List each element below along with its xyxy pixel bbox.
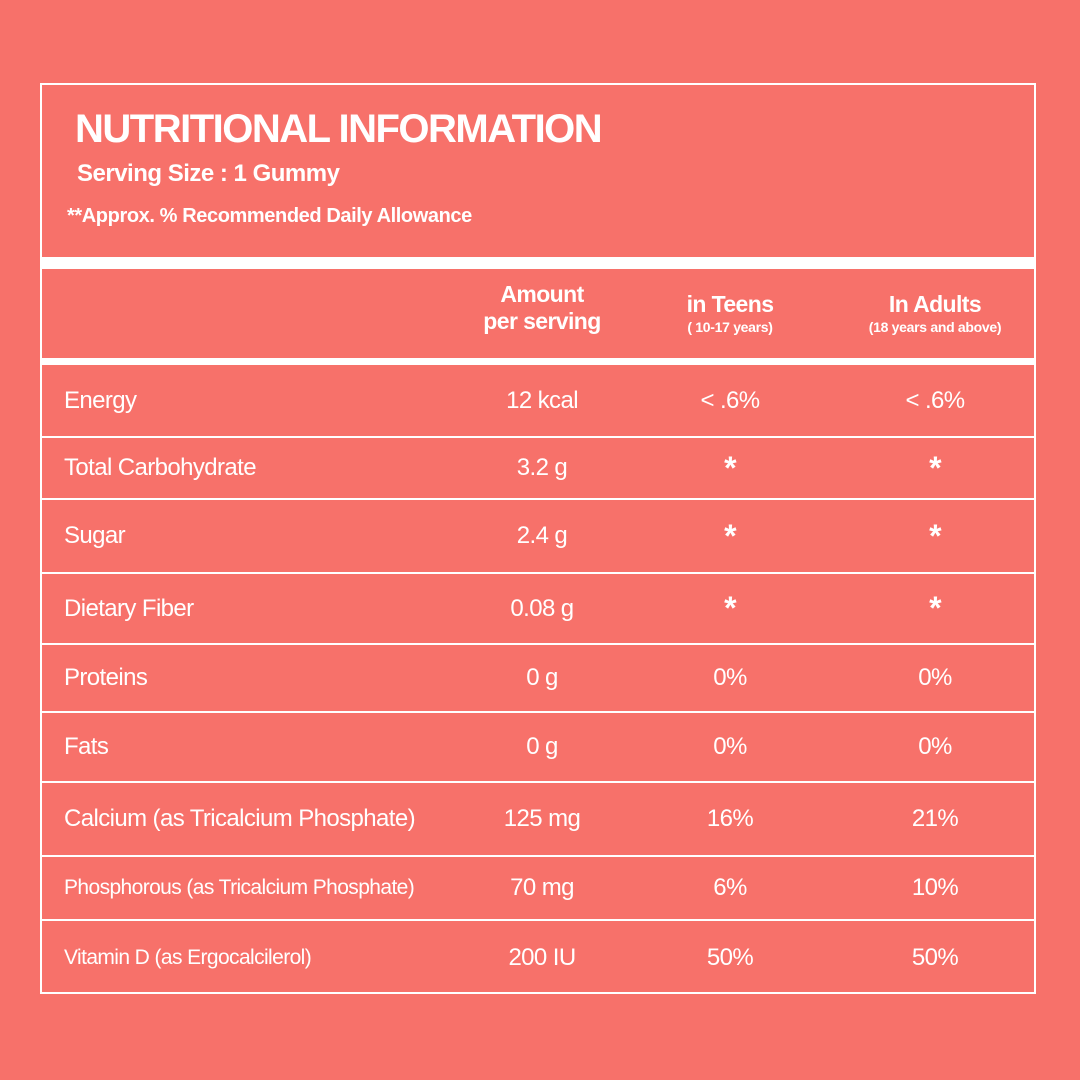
table-row: Phosphorous (as Tricalcium Phosphate) 70… (42, 857, 1034, 921)
nutrient-adults-rda: * (929, 449, 941, 486)
nutrient-name: Energy (64, 386, 137, 414)
header-divider (42, 257, 1034, 269)
column-header-adults: In Adults (18 years and above) (842, 269, 1028, 358)
nutrient-adults-rda: 21% (911, 805, 959, 832)
column-header-teens: in Teens ( 10-17 years) (650, 269, 810, 358)
table-row: Total Carbohydrate 3.2 g * * (42, 438, 1034, 500)
rda-note: **Approx. % Recommended Daily Allowance (67, 205, 472, 227)
nutrient-teens-rda: < .6% (700, 386, 760, 414)
nutrient-teens-rda: 0% (713, 664, 747, 691)
nutrient-teens-rda: * (724, 449, 736, 486)
column-header-divider (42, 358, 1034, 365)
table-row: Dietary Fiber 0.08 g * * (42, 574, 1034, 645)
nutrient-name: Dietary Fiber (64, 594, 194, 622)
nutrient-adults-rda: * (929, 590, 941, 626)
nutrient-amount: 125 mg (503, 805, 581, 832)
table-row: Energy 12 kcal < .6% < .6% (42, 365, 1034, 438)
serving-size: Serving Size : 1 Gummy (77, 160, 340, 187)
table-row: Vitamin D (as Ergocalcilerol) 200 IU 50%… (42, 921, 1034, 994)
column-header-amount-line1: Amount (500, 281, 584, 307)
nutrient-amount: 0 g (526, 733, 558, 760)
column-header-adults-label: In Adults (888, 291, 982, 317)
column-header-teens-label: in Teens (686, 291, 774, 317)
nutrition-header: NUTRITIONAL INFORMATION Serving Size : 1… (42, 85, 1034, 257)
nutrient-adults-rda: * (929, 517, 941, 554)
nutrient-name: Total Carbohydrate (64, 454, 257, 481)
nutrient-adults-rda: 50% (911, 943, 959, 971)
table-row: Sugar 2.4 g * * (42, 500, 1034, 574)
nutrient-name: Calcium (as Tricalcium Phosphate) (64, 805, 416, 832)
column-header-amount: Amount per serving (452, 281, 632, 347)
nutrient-teens-rda: 16% (706, 805, 754, 832)
nutrient-amount: 2.4 g (516, 522, 568, 549)
nutrient-teens-rda: 0% (713, 733, 747, 760)
nutrient-teens-rda: 50% (706, 943, 754, 971)
column-header-teens-sub: ( 10-17 years) (687, 319, 773, 335)
column-header-adults-sub: (18 years and above) (868, 319, 1002, 335)
nutrition-panel: NUTRITIONAL INFORMATION Serving Size : 1… (40, 83, 1036, 994)
nutrient-teens-rda: * (724, 517, 736, 554)
nutrient-amount: 0.08 g (510, 594, 574, 622)
nutrient-adults-rda: < .6% (905, 386, 965, 414)
nutrient-amount: 3.2 g (516, 454, 568, 481)
nutrient-teens-rda: 6% (713, 874, 747, 901)
nutrient-teens-rda: * (724, 590, 736, 626)
nutrient-adults-rda: 0% (918, 664, 952, 691)
nutrient-adults-rda: 0% (918, 733, 952, 760)
column-header-amount-line2: per serving (483, 308, 601, 334)
nutrient-name: Vitamin D (as Ergocalcilerol) (64, 945, 312, 969)
nutrient-amount: 0 g (526, 664, 558, 691)
nutrient-amount: 70 mg (510, 874, 574, 901)
table-row: Fats 0 g 0% 0% (42, 713, 1034, 783)
nutrient-name: Proteins (64, 664, 148, 691)
page-title: NUTRITIONAL INFORMATION (75, 107, 603, 151)
nutrient-name: Phosphorous (as Tricalcium Phosphate) (64, 876, 415, 899)
nutrient-amount: 12 kcal (506, 386, 578, 414)
nutrient-adults-rda: 10% (911, 874, 959, 901)
nutrient-amount: 200 IU (508, 943, 576, 971)
nutrient-name: Fats (64, 733, 109, 760)
table-row: Calcium (as Tricalcium Phosphate) 125 mg… (42, 783, 1034, 857)
nutrient-name: Sugar (64, 522, 126, 549)
table-row: Proteins 0 g 0% 0% (42, 645, 1034, 713)
